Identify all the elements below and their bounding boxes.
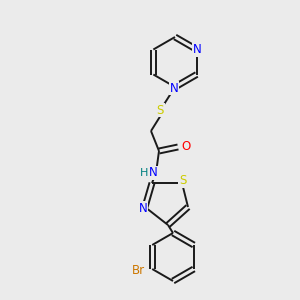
Text: O: O (182, 140, 190, 154)
Text: N: N (139, 202, 147, 214)
Text: N: N (148, 167, 158, 179)
Text: S: S (156, 103, 164, 116)
Text: N: N (193, 43, 202, 56)
Text: S: S (179, 175, 187, 188)
Text: Br: Br (132, 263, 145, 277)
Text: H: H (140, 168, 148, 178)
Text: N: N (169, 82, 178, 94)
